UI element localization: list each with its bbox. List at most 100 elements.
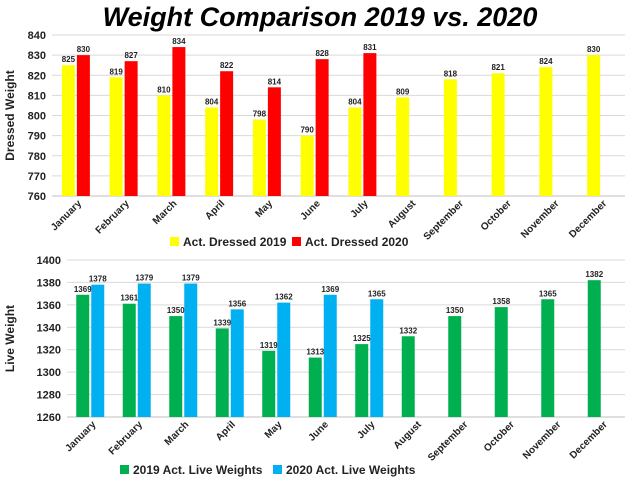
x-tick-label: January bbox=[63, 419, 98, 454]
bar bbox=[587, 280, 601, 417]
bar bbox=[61, 65, 75, 196]
x-tick-label: September bbox=[426, 419, 470, 463]
data-label: 798 bbox=[253, 110, 267, 119]
data-label: 1313 bbox=[306, 348, 324, 357]
data-label: 831 bbox=[363, 43, 377, 52]
x-tick-label: November bbox=[519, 198, 561, 240]
data-label: 1350 bbox=[446, 306, 464, 315]
bar bbox=[491, 73, 505, 196]
data-label: 804 bbox=[348, 97, 362, 106]
bar bbox=[76, 294, 90, 417]
bar bbox=[262, 350, 276, 417]
data-label: 819 bbox=[109, 67, 123, 76]
bar bbox=[220, 71, 234, 196]
bar bbox=[348, 107, 362, 196]
legend-swatch bbox=[273, 465, 282, 474]
y-tick-label: 1340 bbox=[37, 322, 61, 334]
data-label: 1358 bbox=[492, 297, 510, 306]
data-label: 1339 bbox=[213, 318, 231, 327]
legend-label: Act. Dressed 2020 bbox=[305, 235, 409, 249]
bar bbox=[137, 283, 151, 417]
x-tick-label: April bbox=[203, 198, 227, 222]
y-tick-label: 790 bbox=[28, 131, 46, 143]
bar bbox=[396, 97, 410, 196]
bar bbox=[215, 328, 229, 417]
data-label: 809 bbox=[396, 87, 410, 96]
data-label: 1325 bbox=[353, 334, 371, 343]
data-label: 821 bbox=[491, 63, 505, 72]
data-label: 1350 bbox=[167, 306, 185, 315]
data-label: 814 bbox=[268, 77, 282, 86]
data-label: 1356 bbox=[228, 299, 246, 308]
bar bbox=[448, 316, 462, 417]
bar bbox=[370, 299, 384, 417]
x-tick-label: May bbox=[263, 419, 285, 441]
y-tick-label: 1400 bbox=[37, 255, 61, 267]
y-tick-label: 820 bbox=[28, 70, 46, 82]
x-tick-label: May bbox=[253, 198, 275, 220]
bar bbox=[300, 135, 314, 196]
data-label: 1319 bbox=[260, 341, 278, 350]
bar bbox=[587, 55, 601, 196]
x-tick-label: January bbox=[49, 198, 84, 233]
y-tick-label: 1380 bbox=[37, 277, 61, 289]
bar bbox=[172, 47, 186, 197]
y-axis-title: Dressed Weight bbox=[3, 70, 17, 160]
data-label: 825 bbox=[62, 55, 76, 64]
bar bbox=[443, 79, 457, 196]
bar bbox=[541, 299, 555, 417]
bar bbox=[184, 283, 198, 417]
bar bbox=[539, 67, 553, 196]
data-label: 828 bbox=[315, 49, 329, 58]
bar bbox=[323, 294, 337, 417]
bar bbox=[363, 53, 377, 196]
data-label: 1369 bbox=[74, 285, 92, 294]
x-tick-label: October bbox=[482, 419, 517, 454]
data-label: 810 bbox=[157, 85, 171, 94]
y-tick-label: 810 bbox=[28, 90, 46, 102]
x-tick-label: February bbox=[107, 419, 145, 457]
bar bbox=[401, 336, 415, 417]
data-label: 1365 bbox=[368, 289, 386, 298]
data-label: 834 bbox=[172, 37, 186, 46]
data-label: 1379 bbox=[135, 274, 153, 283]
data-label: 1365 bbox=[539, 289, 557, 298]
bar bbox=[494, 307, 508, 417]
y-tick-label: 800 bbox=[28, 111, 46, 123]
bar bbox=[157, 95, 171, 196]
legend-label: 2019 Act. Live Weights bbox=[133, 463, 263, 477]
x-tick-label: July bbox=[349, 198, 371, 220]
y-tick-label: 780 bbox=[28, 151, 46, 163]
bar bbox=[205, 107, 219, 196]
data-label: 818 bbox=[444, 69, 458, 78]
bar bbox=[76, 55, 90, 196]
y-axis-title: Live Weight bbox=[3, 305, 17, 372]
data-label: 824 bbox=[539, 57, 553, 66]
x-tick-label: July bbox=[355, 419, 377, 441]
bar bbox=[230, 309, 244, 417]
legend-label: Act. Dressed 2019 bbox=[183, 235, 287, 249]
bar bbox=[124, 61, 138, 196]
y-tick-label: 770 bbox=[28, 171, 46, 183]
x-tick-label: October bbox=[479, 198, 514, 233]
data-label: 1361 bbox=[120, 294, 138, 303]
x-tick-label: December bbox=[567, 198, 609, 240]
data-label: 1362 bbox=[275, 293, 293, 302]
bar bbox=[109, 77, 123, 196]
x-tick-label: March bbox=[163, 419, 192, 448]
data-label: 1378 bbox=[89, 275, 107, 284]
bar bbox=[91, 284, 105, 417]
data-label: 822 bbox=[220, 61, 234, 70]
bar bbox=[122, 303, 136, 417]
data-label: 830 bbox=[587, 45, 601, 54]
data-label: 804 bbox=[205, 97, 219, 106]
legend-swatch bbox=[170, 237, 179, 246]
y-tick-label: 830 bbox=[28, 50, 46, 62]
data-label: 1382 bbox=[585, 270, 603, 279]
data-label: 1379 bbox=[182, 274, 200, 283]
x-tick-label: August bbox=[392, 419, 425, 452]
y-tick-label: 1320 bbox=[37, 345, 61, 357]
x-tick-label: March bbox=[151, 198, 180, 227]
x-tick-label: August bbox=[386, 198, 419, 231]
legend-label: 2020 Act. Live Weights bbox=[286, 463, 416, 477]
